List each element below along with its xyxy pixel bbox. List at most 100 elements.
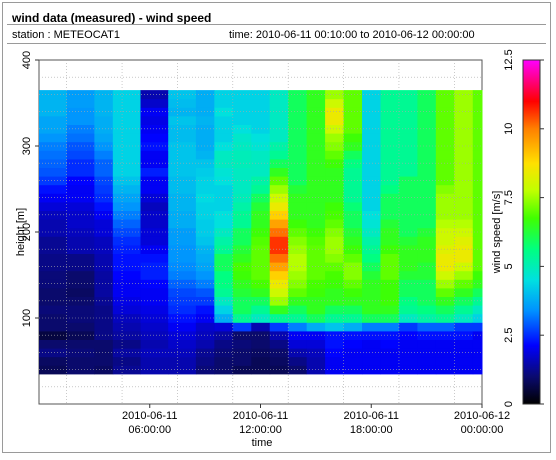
heatmap-cell — [66, 193, 95, 203]
heatmap-cell — [232, 176, 252, 186]
heatmap-cell — [66, 107, 95, 117]
heatmap-cell — [66, 133, 95, 143]
heatmap-cell — [168, 201, 197, 211]
heatmap-cell — [94, 90, 114, 100]
heatmap-cell — [472, 133, 483, 143]
heatmap-cell — [214, 115, 234, 125]
heatmap-cell — [306, 348, 326, 358]
heatmap-cell — [66, 167, 95, 177]
heatmap-cell — [39, 141, 68, 151]
heatmap-cell — [435, 167, 455, 177]
heatmap-cell — [288, 201, 308, 211]
heatmap-cell — [472, 219, 483, 229]
heatmap-cell — [66, 244, 95, 254]
heatmap-cell — [39, 201, 68, 211]
heatmap-cell — [325, 262, 345, 272]
heatmap-cell — [66, 287, 95, 297]
heatmap-cell — [380, 287, 400, 297]
heatmap-cell — [251, 158, 271, 168]
heatmap-cell — [140, 193, 169, 203]
heatmap-cell — [472, 236, 483, 246]
heatmap-cell — [39, 270, 68, 280]
heatmap-cell — [94, 348, 114, 358]
heatmap-cell — [454, 141, 474, 151]
heatmap-cell — [251, 322, 271, 332]
heatmap-cell — [343, 201, 363, 211]
heatmap-cell — [343, 262, 363, 272]
heatmap-cell — [343, 339, 363, 349]
heatmap-cell — [39, 348, 68, 358]
heatmap-cell — [269, 201, 289, 211]
x-tick-label: 2010-06-12 — [454, 410, 510, 422]
heatmap-cell — [94, 141, 114, 151]
heatmap-cell — [288, 219, 308, 229]
heatmap-cell — [168, 287, 197, 297]
heatmap-cell — [251, 133, 271, 143]
heatmap-cell — [140, 236, 169, 246]
heatmap-cell — [214, 167, 234, 177]
y-tick-label: 100 — [21, 309, 33, 327]
heatmap-cell — [472, 287, 483, 297]
heatmap-cell — [195, 115, 215, 125]
heatmap-cell — [343, 124, 363, 134]
heatmap-cell — [380, 322, 400, 332]
heatmap-cell — [454, 244, 474, 254]
heatmap-cell — [343, 348, 363, 358]
heatmap-cell — [168, 176, 197, 186]
heatmap-cell — [214, 90, 234, 100]
heatmap-cell — [362, 184, 381, 194]
heatmap-cell — [195, 305, 215, 315]
heatmap-cell — [435, 262, 455, 272]
heatmap-cell — [325, 279, 345, 289]
heatmap-cell — [195, 330, 215, 340]
heatmap-cell — [232, 287, 252, 297]
heatmap-cell — [195, 210, 215, 220]
heatmap-cell — [214, 287, 234, 297]
heatmap-cell — [251, 184, 271, 194]
heatmap-cell — [251, 356, 271, 366]
heatmap-cell — [362, 227, 381, 237]
heatmap-cell — [112, 219, 142, 229]
heatmap-cell — [325, 270, 345, 280]
heatmap-cell — [417, 184, 437, 194]
heatmap-cell — [269, 133, 289, 143]
heatmap-cell — [454, 176, 474, 186]
heatmap-cell — [94, 296, 114, 306]
heatmap-cell — [325, 236, 345, 246]
heatmap-cell — [251, 98, 271, 108]
heatmap-cell — [112, 339, 142, 349]
heatmap-cell — [417, 167, 437, 177]
heatmap-cell — [472, 356, 483, 366]
heatmap-cell — [362, 150, 381, 160]
heatmap-cell — [288, 322, 308, 332]
heatmap-cell — [306, 167, 326, 177]
heatmap-cell — [288, 184, 308, 194]
heatmap-cell — [398, 339, 418, 349]
heatmap-cell — [417, 287, 437, 297]
heatmap-cell — [94, 287, 114, 297]
heatmap-cell — [251, 330, 271, 340]
heatmap-cell — [94, 115, 114, 125]
heatmap-cell — [343, 236, 363, 246]
heatmap-cell — [435, 90, 455, 100]
heatmap-cell — [251, 227, 271, 237]
heatmap-cell — [325, 124, 345, 134]
heatmap-cell — [380, 107, 400, 117]
heatmap-cell — [232, 193, 252, 203]
heatmap-cell — [454, 356, 474, 366]
heatmap-cell — [168, 296, 197, 306]
heatmap-cell — [168, 90, 197, 100]
heatmap-cell — [343, 184, 363, 194]
station-label: station : METEOCAT1 — [12, 29, 120, 41]
heatmap-cell — [435, 184, 455, 194]
heatmap-cell — [39, 313, 68, 323]
heatmap-cell — [435, 201, 455, 211]
heatmap-cell — [232, 339, 252, 349]
x-tick-label: 12:00:00 — [239, 424, 282, 436]
heatmap-cell — [362, 244, 381, 254]
heatmap-cell — [454, 133, 474, 143]
heatmap-cell — [380, 219, 400, 229]
y-tick-label: 300 — [21, 137, 33, 155]
heatmap-cell — [454, 98, 474, 108]
heatmap-cell — [306, 210, 326, 220]
